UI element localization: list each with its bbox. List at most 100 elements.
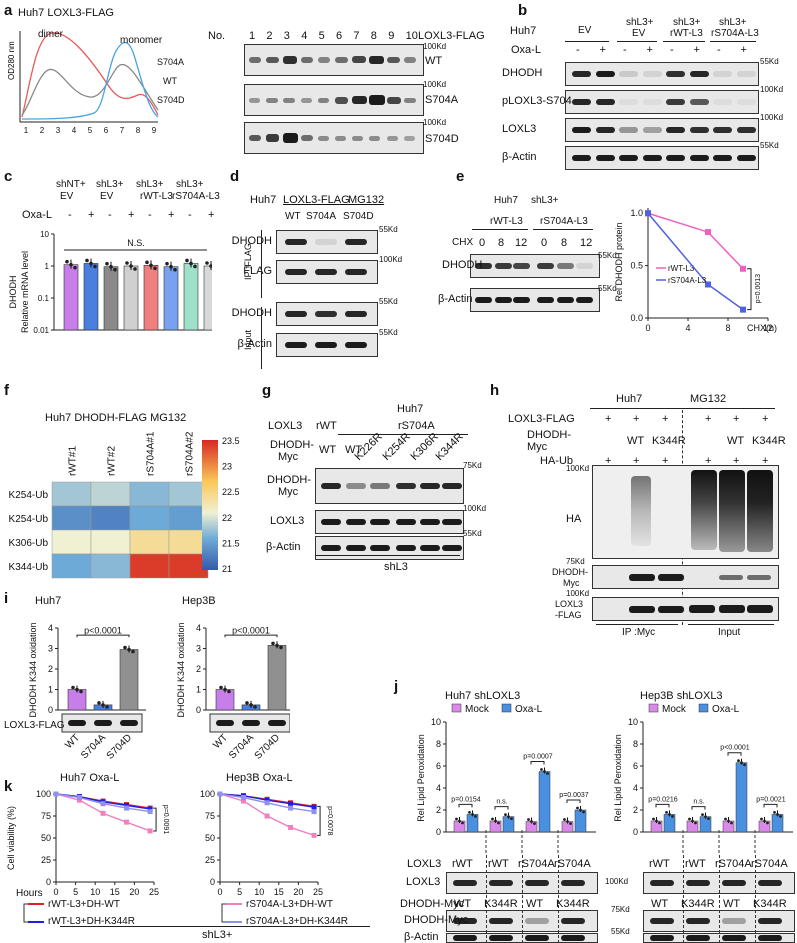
h-plus: +	[662, 455, 669, 467]
c-oxa-sign: -	[188, 209, 192, 221]
band	[666, 71, 685, 77]
i-dot	[101, 703, 105, 707]
c-ytick-label: 10	[40, 230, 49, 239]
h-dm2: Myc	[563, 578, 580, 588]
trace-s704a	[21, 41, 159, 120]
c-dot	[89, 261, 93, 266]
e-time: 8	[561, 237, 568, 249]
k-series-point	[288, 805, 294, 811]
trace-s704d	[21, 32, 159, 118]
f-row-label: K254-Ub	[9, 514, 49, 525]
h-plus: +	[633, 413, 640, 425]
j-legend-swatch	[451, 703, 462, 713]
j-dot	[468, 811, 471, 814]
b-kd: 55Kd	[760, 57, 779, 66]
panel-label-d: d	[230, 168, 240, 185]
g-blot-actin	[315, 536, 464, 560]
j-dot	[691, 819, 694, 823]
c-bar	[83, 263, 99, 331]
j-legend-swatch	[501, 703, 512, 713]
i-dot	[127, 647, 131, 652]
j-title2: Hep3B shLOXL3	[640, 690, 723, 702]
c-group-line2: rWT-L3	[140, 191, 173, 202]
h-construct: WT	[727, 435, 745, 447]
band	[315, 311, 337, 317]
band	[595, 99, 615, 105]
c-bar	[123, 265, 139, 331]
j-dot	[773, 811, 776, 814]
j-dot	[776, 813, 779, 816]
b-g2a: shL3+	[626, 17, 654, 28]
chromatogram-svg: OD280 nm 1 2 3 4 5 6 7 8 9	[7, 31, 159, 135]
band	[686, 935, 710, 941]
j-lane-loxl3: rS704A	[554, 858, 591, 870]
fraction-number: 3	[283, 30, 290, 42]
band	[689, 99, 709, 105]
i-dot	[279, 645, 283, 650]
f-scale-label: 21	[222, 564, 232, 574]
band	[345, 239, 367, 245]
band	[619, 99, 638, 105]
i-ytick-label: 1	[196, 685, 201, 695]
h-plus: +	[605, 413, 612, 425]
band	[370, 519, 390, 525]
j-pval: p=0.0021	[756, 796, 785, 803]
k-xtick-label: 25	[313, 887, 323, 897]
band	[666, 127, 685, 133]
k-series-point	[124, 802, 130, 808]
band	[572, 127, 591, 133]
e-chart-svg: 0.0 0.5 1.0 0 4 8 12 Rel DHODH protein CHX(h) rWT…	[614, 208, 777, 333]
d-row-label: DHODH	[231, 235, 272, 247]
f-row-label: K254-Ub	[9, 490, 49, 501]
e-ytick-label: 1.0	[630, 208, 643, 218]
h-plus: +	[733, 413, 740, 425]
i-lane-label: S704A	[227, 732, 256, 760]
c-dot	[209, 264, 213, 268]
j-lane-loxl3: rS704A	[715, 858, 752, 870]
k-series-point	[124, 819, 130, 825]
j-dot	[766, 821, 769, 825]
j-ylabel: Rel Lipid Peroxidation	[613, 734, 623, 822]
h-r2b: Myc	[527, 441, 548, 453]
j-lane-dhodh: K344R	[753, 898, 787, 910]
b-g4a: shL3+	[719, 17, 747, 28]
panel-label-a: a	[4, 2, 13, 19]
k-ytick-label: 0	[46, 877, 51, 887]
k-series-point	[288, 801, 294, 807]
k-series-point	[100, 801, 106, 807]
j-legend-text: Oxa-L	[515, 704, 543, 715]
band	[642, 155, 662, 161]
g-lane-label: K306R	[408, 430, 441, 463]
j-dot	[671, 815, 674, 818]
f-row-label: K344-Ub	[9, 562, 49, 573]
d-title2: LOXL3-FLAG	[283, 194, 350, 206]
band	[722, 918, 746, 924]
band	[576, 297, 593, 303]
band	[689, 127, 709, 133]
chromatogram-xtick: 7	[120, 126, 125, 135]
i-dot	[223, 687, 227, 692]
i-bar	[119, 649, 139, 711]
h-plus: +	[762, 413, 769, 425]
band	[321, 545, 341, 551]
j-dot	[737, 759, 740, 763]
h-plus: +	[633, 455, 640, 467]
band	[666, 99, 685, 105]
c-group-line1: shL3+	[136, 179, 164, 190]
c-bar	[183, 263, 199, 331]
j-dot	[779, 815, 782, 818]
panel-label-i: i	[4, 590, 9, 607]
g-loxl3: LOXL3	[268, 420, 303, 432]
j-pval-bracket	[763, 803, 778, 808]
b-oxa-sign: -	[576, 44, 580, 56]
j-dot	[701, 813, 704, 816]
h-construct: WT	[627, 435, 645, 447]
e-pval: p=0.0013	[755, 274, 762, 303]
i-ytick-label: 3	[48, 644, 53, 654]
k-series-point	[288, 824, 294, 830]
i-dot	[275, 643, 279, 648]
k-xtick-label: 0	[217, 887, 222, 897]
k-ytick-label: 50	[41, 833, 51, 843]
j-kd: 75Kd	[611, 905, 630, 914]
d-kd: 100Kd	[379, 255, 403, 264]
